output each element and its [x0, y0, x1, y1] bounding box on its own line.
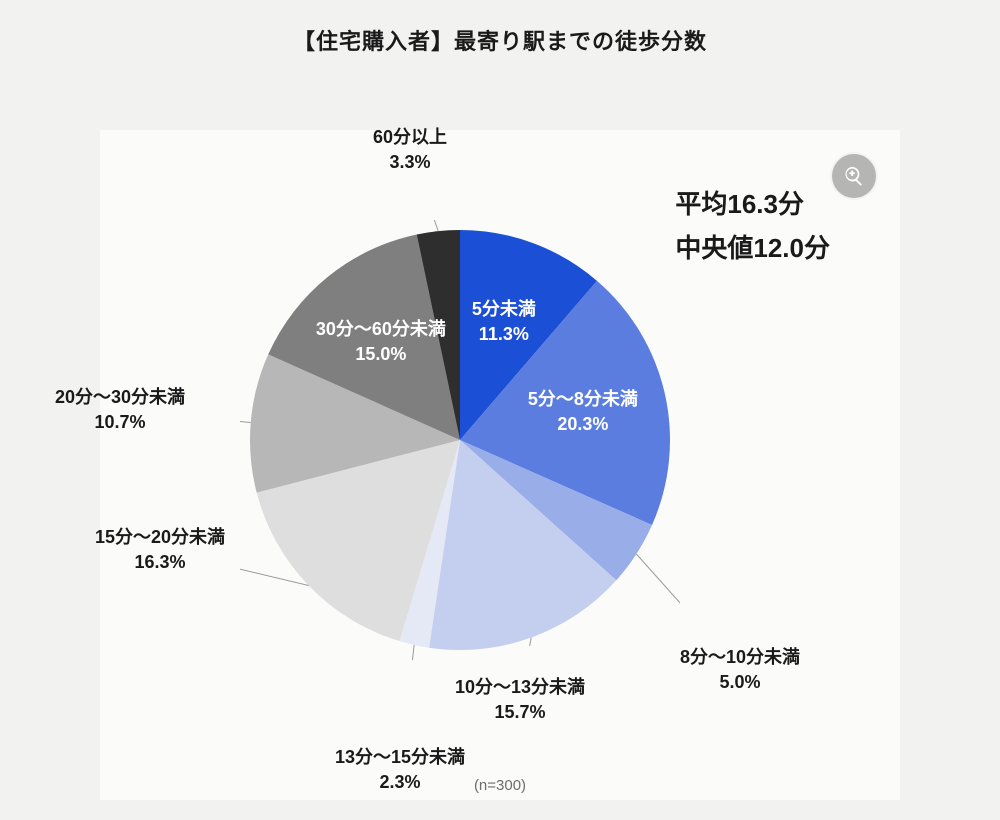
- pie-chart: 5分未満11.3%5分〜8分未満20.3%8分〜10分未満5.0%10分〜13分…: [240, 220, 680, 660]
- slice-label: 10分〜13分未満15.7%: [455, 675, 585, 725]
- summary-stats: 平均16.3分 中央値12.0分: [675, 182, 830, 270]
- chart-card: 平均16.3分 中央値12.0分 5分未満11.3%5分〜8分未満20.3%8分…: [100, 130, 900, 800]
- leader-line: [636, 554, 680, 629]
- slice-label: 15分〜20分未満16.3%: [95, 525, 225, 575]
- slice-label: 60分以上3.3%: [373, 125, 447, 175]
- leader-line: [530, 638, 531, 646]
- zoom-in-icon: [843, 165, 865, 187]
- slice-label: 8分〜10分未満5.0%: [680, 645, 800, 695]
- slice-label: 20分〜30分未満10.7%: [55, 385, 185, 435]
- chart-title: 【住宅購入者】最寄り駅までの徒歩分数: [0, 24, 1000, 56]
- leader-line: [428, 220, 438, 231]
- leader-line: [240, 415, 251, 422]
- zoom-in-button[interactable]: [832, 154, 876, 198]
- sample-size: (n=300): [100, 777, 900, 794]
- page: 【住宅購入者】最寄り駅までの徒歩分数 平均16.3分 中央値12.0分 5分未満…: [0, 0, 1000, 820]
- stat-mean: 平均16.3分: [675, 182, 830, 226]
- pie-svg: [240, 220, 680, 660]
- leader-line: [406, 645, 414, 660]
- stat-median: 中央値12.0分: [675, 226, 830, 270]
